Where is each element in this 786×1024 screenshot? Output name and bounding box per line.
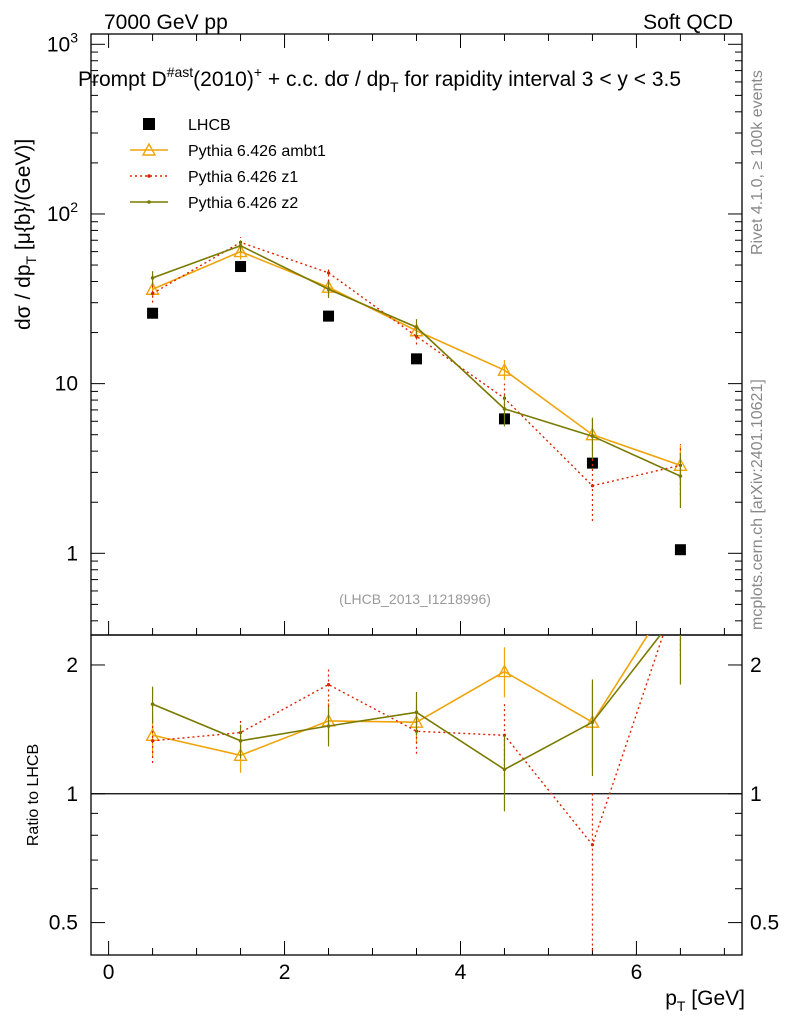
legend-lhcb-symbol (143, 118, 155, 130)
title-mid: (2010) (193, 68, 254, 91)
z1-marker (590, 843, 595, 847)
title-tail: for rapidity interval 3 < y < 3.5 (399, 68, 681, 91)
z2-marker (590, 720, 595, 724)
z1-marker (150, 739, 155, 743)
legend-z1-marker (147, 174, 151, 178)
title-sup1: #ast (167, 64, 194, 80)
z2-marker (326, 724, 331, 728)
ambt1-marker (497, 664, 512, 678)
z2-marker (150, 276, 155, 280)
legend-ambt1-marker (141, 142, 157, 156)
lhcb-data-point (147, 307, 159, 319)
main-ytick-label: 10 (55, 373, 78, 396)
z2-marker (326, 287, 331, 292)
legend-ambt1-label: Pythia 6.426 ambt1 (188, 143, 326, 160)
legend-z1-label: Pythia 6.426 z1 (188, 169, 298, 186)
ratio-ytick-label: 0.5 (49, 912, 78, 935)
main-ylabel-sub: T (23, 255, 39, 264)
ratio-ytick-label-right: 2 (750, 654, 762, 677)
ratio-ylabel: Ratio to LHCB (25, 744, 42, 846)
legend: LHCB Pythia 6.426 ambt1 Pythia 6.426 z1 Pyt… (130, 117, 326, 212)
analysis-id: (LHCB_2013_I1218996) (339, 591, 491, 607)
xtick-label: 6 (631, 961, 643, 984)
mcplots-label: mcplots.cern.ch [arXiv:2401.10621] (749, 379, 766, 630)
z1-marker (326, 271, 331, 275)
z2-marker (150, 702, 155, 706)
xtick-label: 4 (455, 961, 467, 984)
z2-marker (678, 474, 683, 478)
xlabel: pT [GeV] (665, 987, 745, 1014)
lhcb-data-point (674, 544, 686, 556)
ratio-ytick-label-right: 1 (750, 783, 762, 806)
lhcb-data-point (235, 261, 247, 273)
header-category: Soft QCD (643, 11, 733, 34)
xtick-label: 2 (279, 961, 291, 984)
title-sub: T (390, 79, 399, 95)
main-ytick-label: 1 (66, 542, 78, 565)
plot-title: Prompt D#ast(2010)+ + c.c. dσ / dpT for … (78, 64, 681, 95)
z2-marker (502, 767, 507, 772)
z2-marker (590, 434, 595, 439)
main-plot-marks (145, 237, 688, 556)
main-ylabel-tail: [μ{b}/(GeV)] (12, 139, 35, 256)
z2-marker (502, 407, 507, 411)
z2-marker (238, 738, 243, 743)
ytick-label-base: 1 (66, 542, 78, 565)
header-energy: 7000 GeV pp (104, 11, 228, 34)
ytick-label-base: 10 (55, 373, 78, 396)
ytick-label-exp: 3 (70, 29, 78, 45)
legend-z2-label: Pythia 6.426 z2 (188, 195, 298, 212)
rivet-label: Rivet 4.1.0, ≥ 100k events (749, 70, 766, 255)
ytick-label-exp: 2 (70, 199, 78, 215)
ambt1-marker (497, 362, 512, 376)
lhcb-data-point (586, 457, 598, 469)
title-sup2: + (254, 64, 262, 80)
z2-marker (238, 243, 243, 248)
xlabel-tail: [GeV] (685, 987, 745, 1010)
z2-marker (414, 325, 419, 330)
main-ytick-label: 103 (47, 29, 78, 56)
title-rest: + c.c. dσ / dp (262, 68, 390, 91)
ambt1-marker (233, 747, 248, 762)
xlabel-sub: T (677, 998, 686, 1014)
z2-marker (414, 710, 419, 715)
ytick-label-base: 10 (47, 203, 70, 226)
ytick-label-base: 10 (47, 33, 70, 56)
z1-marker (150, 291, 155, 296)
ambt1-marker (233, 244, 248, 258)
title-prefix: Prompt D (78, 68, 167, 91)
ratio-ytick-label: 2 (66, 654, 78, 677)
legend-lhcb-label: LHCB (188, 117, 231, 134)
main-ylabel-main: dσ / dp (12, 264, 35, 330)
ratio-frame (90, 634, 743, 956)
ratio-ytick-label-right: 0.5 (750, 912, 779, 935)
xtick-label: 0 (103, 961, 115, 984)
main-ytick-label: 102 (47, 199, 78, 226)
ratio-ytick-label: 1 (66, 783, 78, 806)
lhcb-data-point (411, 353, 422, 365)
z1-marker (326, 682, 331, 687)
ratio-plot-marks (91, 635, 742, 951)
lhcb-data-point (323, 310, 335, 322)
main-ylabel: dσ / dpT [μ{b}/(GeV)] (12, 139, 39, 330)
legend-z2-marker (147, 200, 151, 204)
xlabel-main: p (665, 987, 677, 1010)
z1-marker (590, 484, 595, 488)
